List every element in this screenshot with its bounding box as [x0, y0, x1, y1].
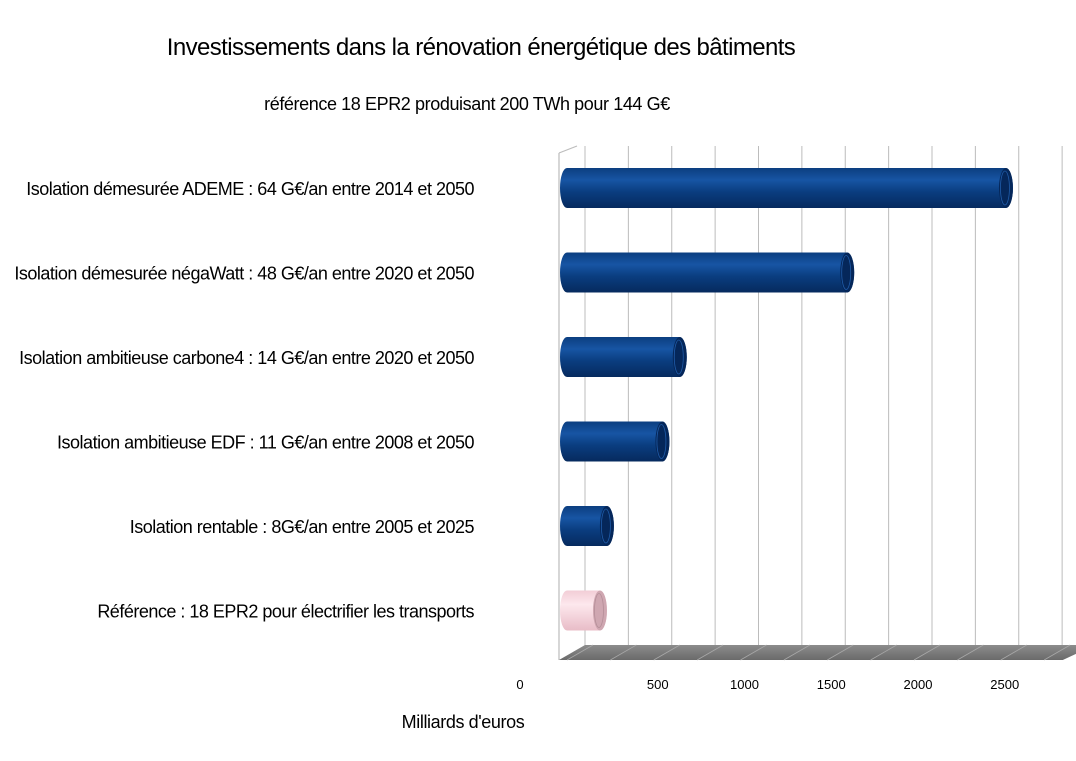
- x-tick-label: 500: [647, 677, 669, 692]
- bar-end-cap: [655, 421, 670, 462]
- x-tick-label: 0: [516, 677, 523, 692]
- bar-end-cap: [998, 168, 1013, 208]
- bar-end-cap-rim: [656, 424, 667, 459]
- chart-title: Investissements dans la rénovation énerg…: [167, 34, 796, 61]
- chart-subtitle: référence 18 EPR2 produisant 200 TWh pou…: [264, 94, 670, 114]
- bar-end-cap-rim: [1000, 170, 1010, 206]
- bar: [560, 252, 855, 293]
- category-label: Référence : 18 EPR2 pour électrifier les…: [97, 602, 474, 622]
- grid: [558, 145, 1063, 660]
- floor-line: [783, 644, 811, 661]
- bar-end-cap: [599, 506, 614, 546]
- category-label: Isolation ambitieuse EDF : 11 G€/an entr…: [57, 433, 474, 453]
- floor-line: [740, 644, 767, 661]
- bar-end-cap: [840, 252, 855, 293]
- left-wall-top-edge: [558, 145, 578, 154]
- floor-line: [1043, 644, 1071, 661]
- bar-end-cap: [592, 590, 607, 631]
- category-labels: Isolation démesurée ADEME : 64 G€/an ent…: [14, 179, 475, 622]
- floor-line: [566, 644, 594, 661]
- category-label: Isolation démesurée ADEME : 64 G€/an ent…: [26, 179, 474, 199]
- bar-end-cap: [672, 337, 687, 377]
- plot-floor: [559, 644, 1076, 661]
- bar: [560, 337, 687, 377]
- floor-line: [610, 644, 637, 661]
- bar-end-cap-rim: [601, 508, 611, 544]
- floor-line: [653, 644, 680, 661]
- bars: [560, 168, 1013, 631]
- floor-line: [913, 644, 941, 661]
- floor-line: [957, 644, 984, 661]
- floor-line: [1000, 644, 1027, 661]
- bar-end-cap-rim: [594, 593, 604, 628]
- x-tick-label: 2000: [904, 677, 933, 692]
- x-tick-label: 1000: [730, 677, 759, 692]
- bar: [560, 506, 614, 546]
- bar: [560, 168, 1013, 208]
- x-tick-label: 2500: [990, 677, 1019, 692]
- floor-surface: [559, 645, 1076, 660]
- category-label: Isolation rentable : 8G€/an entre 2005 e…: [130, 517, 475, 537]
- category-label: Isolation ambitieuse carbone4 : 14 G€/an…: [19, 348, 474, 368]
- floor-line: [827, 644, 854, 661]
- x-tick-labels: 0 500 1000 1500 2000 2500: [516, 677, 1019, 692]
- bar: [560, 421, 670, 462]
- floor-line: [696, 644, 724, 661]
- x-axis-title: Milliards d'euros: [402, 712, 525, 732]
- x-tick-label: 1500: [817, 677, 846, 692]
- bar-end-cap-rim: [673, 339, 684, 375]
- floor-line: [870, 644, 897, 661]
- category-label: Isolation démesurée négaWatt : 48 G€/an …: [14, 264, 474, 284]
- bar-end-cap-rim: [841, 255, 852, 290]
